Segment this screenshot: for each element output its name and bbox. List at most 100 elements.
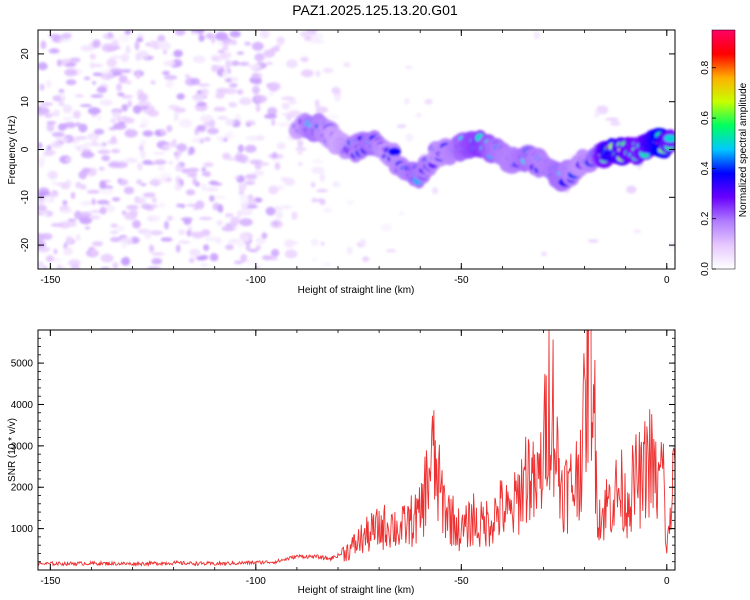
spectrogram-noise-cell	[43, 265, 48, 269]
spectrogram-noise-cell	[301, 69, 314, 78]
spectrogram-noise-cell	[84, 226, 91, 230]
spectrogram-noise-cell	[46, 123, 55, 132]
spectrogram-noise-cell	[271, 119, 276, 126]
spectrogram-noise-cell	[100, 71, 114, 80]
spectrogram-noise-cell	[142, 159, 153, 165]
spectrogram-noise-cell	[247, 199, 257, 205]
spectrogram-noise-cell	[63, 134, 74, 143]
spectrogram-noise-cell	[137, 162, 143, 171]
spectrogram-noise-cell	[89, 53, 96, 60]
spectrogram-noise-cell	[319, 173, 325, 182]
spectrogram-noise-cell	[112, 71, 123, 76]
spectrogram-noise-cell	[311, 197, 317, 203]
spectrogram-noise-cell	[65, 235, 74, 244]
spectrogram-noise-cell	[64, 68, 78, 77]
spectrogram-noise-cell	[150, 80, 156, 85]
spectrogram-noise-cell	[74, 210, 82, 220]
spectrogram-noise-cell	[185, 189, 196, 196]
spectrogram-noise-cell	[65, 62, 77, 66]
spectrogram-noise-cell	[90, 94, 104, 98]
spectrogram-noise-cell	[203, 162, 214, 168]
spectrogram-ylabel: Frequency (Hz)	[7, 116, 18, 185]
spectrogram-noise-cell	[81, 167, 91, 174]
spectrogram-noise-cell	[118, 179, 129, 186]
spectrogram-noise-cell	[192, 137, 202, 143]
spectrogram-signal-cell	[663, 134, 675, 143]
spectrogram-noise-cell	[63, 121, 77, 129]
y-tick-label: -10	[20, 190, 31, 205]
y-tick-label: 3000	[11, 441, 34, 452]
spectrogram-noise-cell	[162, 144, 173, 149]
y-tick-label: 1000	[11, 524, 34, 535]
x-tick-label: -150	[40, 275, 60, 286]
spectrogram-noise-cell	[98, 166, 105, 171]
spectrogram-noise-cell	[173, 49, 183, 58]
spectrogram-noise-cell	[60, 185, 70, 190]
spectrogram-noise-cell	[166, 215, 174, 221]
spectrogram-noise-cell	[209, 195, 215, 202]
spectrogram-noise-cell	[39, 83, 45, 91]
spectrogram-noise-cell	[238, 183, 247, 192]
spectrogram-noise-cell	[236, 51, 245, 55]
spectrogram-noise-cell	[109, 230, 119, 234]
spectrogram-noise-cell	[152, 151, 166, 155]
spectrogram-noise-cell	[200, 262, 209, 268]
spectrogram-noise-cell	[70, 192, 76, 199]
snr-ticks: -150 -100 -50 0 1000 2000 3000 4000 5000	[11, 330, 675, 587]
spectrogram-noise-cell	[225, 244, 234, 251]
spectrogram-noise-cell	[281, 102, 290, 110]
spectrogram-noise-cell	[105, 204, 116, 213]
spectrogram-noise-cell	[50, 223, 63, 227]
spectrogram-noise-cell	[156, 165, 166, 172]
spectrogram-noise-cell	[211, 64, 219, 73]
spectrogram-noise-cell	[261, 232, 268, 239]
spectrogram-noise-cell	[533, 31, 540, 40]
spectrogram-noise-cell	[238, 189, 245, 196]
spectrogram-noise-cell	[285, 240, 299, 246]
spectrogram-noise-cell	[118, 75, 128, 84]
spectrogram-noise-cell	[91, 80, 97, 85]
spectrogram-noise-cell	[119, 236, 133, 244]
spectrogram-noise-cell	[93, 128, 105, 135]
spectrogram-noise-cell	[101, 155, 111, 162]
spectrogram-noise-cell	[110, 223, 118, 228]
spectrogram-noise-cell	[80, 211, 92, 217]
spectrogram-noise-cell	[62, 116, 73, 121]
colorbar: 0.0 0.2 0.4 0.6 0.8 Normalized spectral ampl…	[700, 29, 749, 276]
spectrogram-noise-cell	[280, 177, 289, 182]
spectrogram-noise-cell	[174, 30, 186, 36]
spectrogram-noise-cell	[405, 133, 414, 143]
spectrogram-noise-cell	[191, 32, 199, 36]
spectrogram-noise-cell	[86, 189, 100, 194]
spectrogram-noise-cell	[234, 120, 240, 125]
spectrogram-noise-cell	[204, 236, 218, 242]
spectrogram-noise-cell	[276, 36, 285, 45]
spectrogram-noise-cell	[204, 137, 211, 142]
spectrogram-noise-cell	[96, 199, 110, 205]
spectrogram-noise-cell	[231, 39, 237, 46]
spectrogram-noise-cell	[331, 86, 341, 95]
spectrogram-noise-cell	[316, 189, 328, 193]
x-tick-label: -100	[246, 576, 266, 587]
spectrogram-noise-cell	[38, 200, 43, 206]
spectrogram-noise-cell	[216, 57, 221, 63]
spectrogram-noise-cell	[48, 34, 61, 38]
spectrogram-noise-cell	[115, 225, 125, 231]
spectrogram-noise-cell	[215, 92, 225, 99]
colorbar-scale	[711, 29, 736, 270]
spectrogram-noise-cell	[160, 237, 173, 242]
spectrogram-noise-cell	[78, 123, 88, 133]
spectrogram-noise-cell	[594, 109, 600, 119]
spectrogram-noise-cell	[184, 74, 190, 78]
spectrogram-noise-cell	[113, 122, 127, 130]
spectrogram-noise-cell	[177, 149, 182, 157]
spectrogram-noise-cell	[87, 107, 101, 115]
spectrogram-noise-cell	[253, 170, 265, 176]
spectrogram-noise-cell	[163, 60, 176, 67]
spectrogram-noise-cell	[53, 109, 60, 117]
spectrogram-noise-cell	[80, 104, 93, 108]
spectrogram-noise-cell	[134, 41, 140, 51]
spectrogram-noise-cell	[287, 110, 302, 118]
spectrogram-noise-cell	[254, 95, 267, 103]
